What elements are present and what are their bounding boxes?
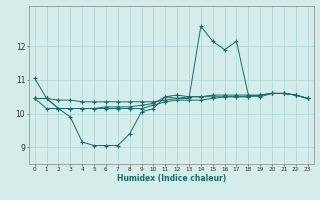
X-axis label: Humidex (Indice chaleur): Humidex (Indice chaleur) xyxy=(116,174,226,183)
